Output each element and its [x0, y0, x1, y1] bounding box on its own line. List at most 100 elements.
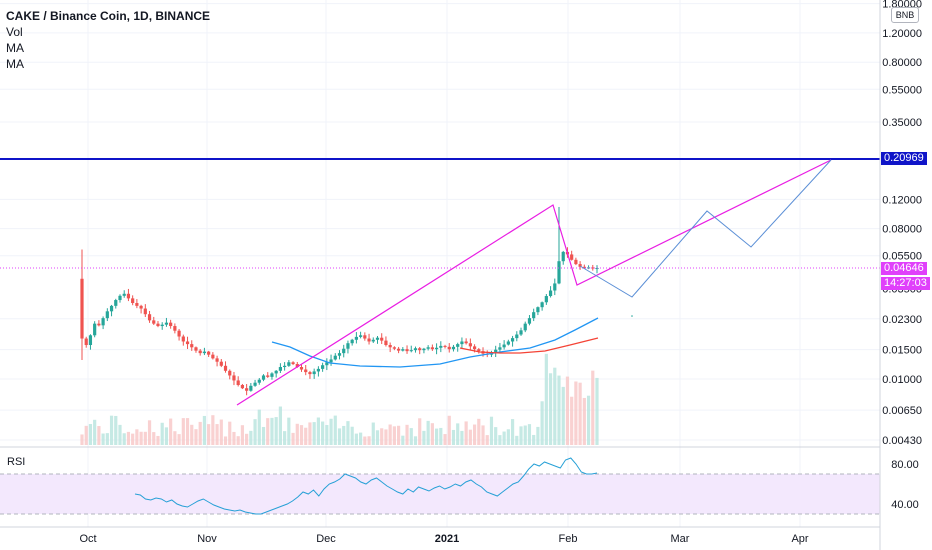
volume-bar — [329, 418, 333, 445]
candle-body — [223, 365, 228, 371]
candles — [80, 206, 599, 396]
candle-body — [143, 308, 147, 315]
candle-body — [266, 375, 270, 377]
time-tick-label: Dec — [316, 533, 336, 545]
volume-bar — [363, 436, 367, 445]
volume-bar — [143, 431, 147, 445]
candle-body — [536, 307, 540, 313]
symbol-title[interactable]: CAKE / Binance Coin, 1D, BINANCE — [6, 9, 211, 23]
price-tick-label: 0.01000 — [882, 374, 922, 386]
volume-bar — [510, 419, 515, 445]
volume-bar — [388, 424, 392, 445]
volume-bar — [118, 424, 122, 445]
candle-body — [245, 388, 249, 391]
volume-bar — [316, 417, 320, 445]
candle-body — [515, 334, 519, 339]
volume-bar — [160, 422, 164, 445]
candle-body — [287, 362, 291, 366]
volume-bar — [532, 434, 536, 445]
volume-bar — [325, 425, 329, 445]
candle-body — [194, 347, 198, 351]
candle-body — [510, 338, 515, 342]
volume-bar — [333, 415, 337, 445]
countdown-badge: 14:27:03 — [881, 277, 930, 290]
volume-bar — [219, 419, 223, 445]
candle-body — [527, 318, 532, 324]
candle-body — [304, 369, 308, 373]
candle-body — [219, 361, 223, 366]
volume-bar — [498, 435, 502, 445]
candle-body — [337, 353, 342, 356]
volume-bar — [371, 422, 375, 445]
volume-bar — [185, 418, 190, 445]
volume-bar — [430, 423, 434, 445]
volume-bar — [595, 377, 599, 445]
candle-body — [152, 320, 156, 324]
volume-bar — [342, 425, 346, 445]
volume-bar — [485, 435, 489, 445]
candle-body — [156, 323, 160, 327]
candle-body — [502, 344, 506, 348]
candle-body — [105, 311, 109, 319]
candle-body — [312, 371, 316, 375]
projection-path — [579, 159, 832, 298]
candle-body — [122, 293, 126, 296]
volume-bar — [321, 421, 325, 445]
candle-body — [291, 362, 295, 365]
currency-unit-badge[interactable]: BNB — [891, 7, 919, 23]
volume-bar — [139, 431, 143, 445]
candle-body — [118, 295, 122, 301]
candle-body — [447, 346, 451, 350]
volume-bar — [207, 424, 211, 445]
indicator-vol[interactable]: Vol — [6, 25, 23, 39]
price-tick-label: 0.01500 — [882, 345, 922, 357]
candle-body — [570, 254, 574, 260]
volume-bar — [380, 428, 384, 445]
volume-bar — [223, 436, 228, 445]
volume-bar — [249, 430, 253, 445]
rsi-label[interactable]: RSI — [7, 456, 26, 468]
chart-legend: CAKE / Binance Coin, 1D, BINANCE Vol MA … — [6, 8, 210, 72]
volume-bar — [451, 429, 456, 445]
candle-body — [257, 379, 261, 383]
candle-body — [80, 278, 84, 339]
candle-body — [354, 336, 358, 340]
volume-bar — [80, 434, 84, 445]
candle-body — [329, 359, 333, 363]
indicator-ma-1[interactable]: MA — [6, 41, 24, 55]
rsi-series — [134, 457, 598, 515]
volume-bar — [489, 416, 494, 445]
price-tick-label: 0.55000 — [882, 84, 922, 96]
volume-bar — [266, 418, 270, 445]
volume-bar — [502, 431, 506, 445]
volume-bar — [278, 406, 283, 445]
horizontal-line-price-badge: 0.20969 — [881, 152, 927, 165]
drawings[interactable] — [0, 158, 880, 406]
candle-body — [430, 347, 434, 350]
volume-bar — [84, 425, 88, 445]
price-tick-label: 0.12000 — [882, 194, 922, 206]
candle-body — [93, 323, 97, 336]
time-tick-label: Mar — [671, 533, 690, 545]
plot-background — [0, 0, 880, 550]
candle-body — [460, 341, 464, 345]
candle-body — [434, 347, 439, 350]
volume-bar — [135, 429, 139, 445]
indicator-ma-2[interactable]: MA — [6, 57, 24, 71]
volume-bar — [586, 395, 591, 445]
volume-bar — [228, 421, 232, 445]
volume-bar — [434, 428, 439, 445]
candle-body — [405, 349, 409, 352]
candle-body — [325, 362, 329, 366]
candle-body — [185, 341, 190, 345]
candle-body — [359, 335, 363, 337]
candle-body — [574, 259, 578, 265]
volume-bar — [198, 421, 202, 445]
volume-bar — [261, 426, 266, 445]
volume-bar — [274, 417, 278, 445]
candle-body — [380, 337, 384, 341]
candle-body — [299, 367, 304, 370]
candle-body — [582, 266, 586, 268]
